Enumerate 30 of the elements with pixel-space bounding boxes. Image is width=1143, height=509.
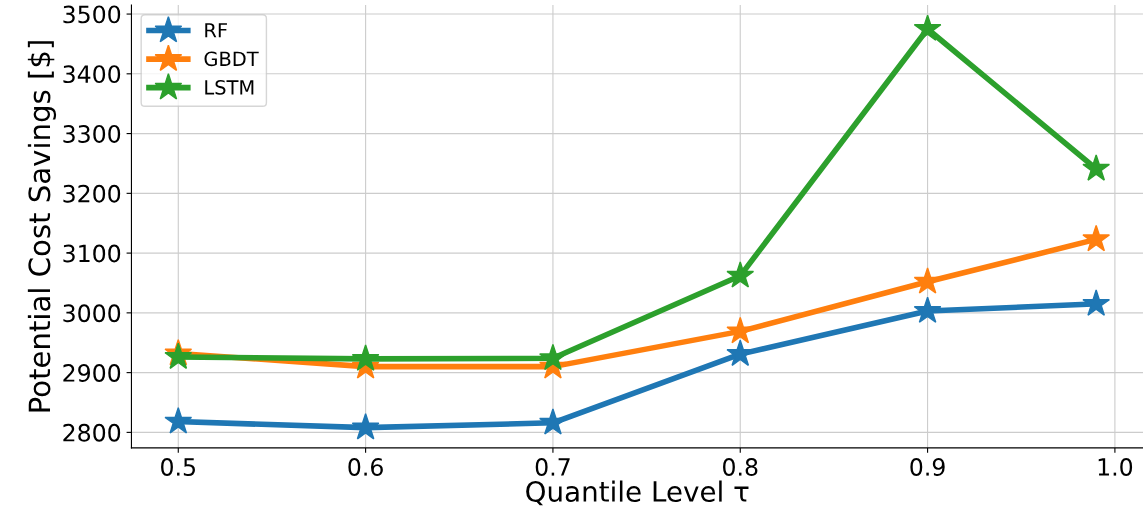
x-tick-label: 0.7 bbox=[535, 458, 570, 476]
y-tick-label: 3100 bbox=[63, 244, 121, 263]
legend-label: GBDT bbox=[204, 51, 259, 67]
point bbox=[1082, 154, 1111, 181]
y-tick-label: 3000 bbox=[63, 304, 121, 323]
y-axis-title: Potential Cost Savings [$] bbox=[27, 41, 57, 412]
x-tick-label: 0.6 bbox=[348, 458, 383, 476]
x-tick-label: 0.8 bbox=[723, 458, 758, 476]
y-tick-label: 3300 bbox=[63, 125, 121, 143]
x-tick-label: 0.5 bbox=[161, 458, 195, 476]
point bbox=[726, 261, 755, 288]
y-tick-label: 3200 bbox=[63, 184, 121, 203]
point bbox=[1082, 289, 1111, 316]
legend-label: RF bbox=[205, 23, 227, 38]
point bbox=[351, 413, 380, 440]
x-axis-title: Quantile Level τ bbox=[526, 480, 749, 506]
y-tick-label: 2900 bbox=[63, 364, 121, 382]
point bbox=[913, 296, 942, 323]
point bbox=[1082, 224, 1111, 252]
point bbox=[539, 343, 567, 371]
legend-label: LSTM bbox=[205, 80, 254, 95]
point bbox=[351, 344, 380, 371]
x-tick-label: 1.0 bbox=[1098, 458, 1133, 476]
y-tick-label: 3500 bbox=[63, 5, 121, 24]
point bbox=[913, 267, 942, 294]
y-tick-label: 2800 bbox=[63, 423, 121, 442]
x-tick-label: 0.9 bbox=[910, 458, 945, 476]
point bbox=[913, 14, 942, 41]
point bbox=[164, 407, 193, 434]
y-tick-label: 3400 bbox=[63, 65, 121, 84]
